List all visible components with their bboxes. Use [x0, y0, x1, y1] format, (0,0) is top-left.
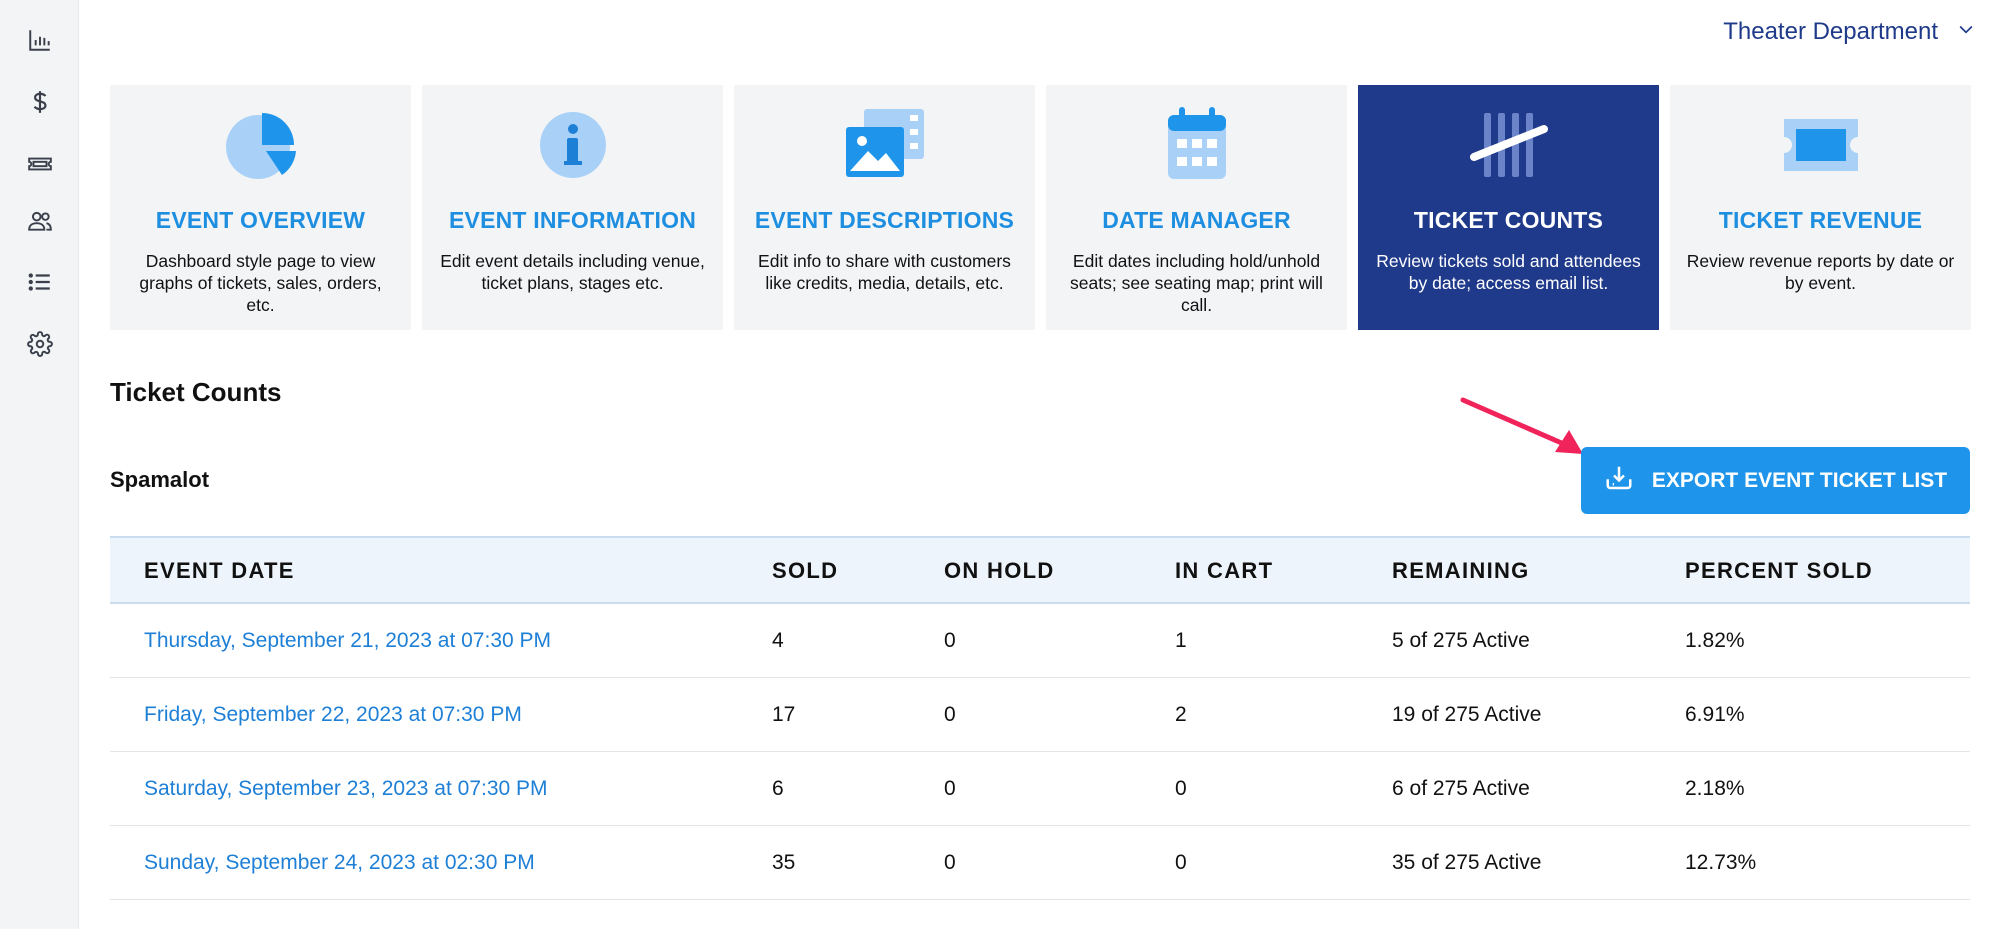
card-description: Review revenue reports by date or by eve… — [1686, 251, 1955, 293]
bar-chart-icon[interactable] — [24, 24, 56, 56]
card-title: TICKET REVENUE — [1718, 207, 1923, 233]
percent-sold-cell: 2.18% — [1685, 777, 1745, 800]
in-cart-cell: 0 — [1175, 777, 1187, 800]
col-header-percent-sold[interactable]: PERCENT SOLD — [1685, 558, 1873, 583]
card-description: Edit event details including venue, tick… — [440, 251, 705, 293]
card-description: Review tickets sold and attendees by dat… — [1376, 251, 1641, 293]
card-description: Dashboard style page to view graphs of t… — [139, 251, 382, 315]
event-date-link[interactable]: Thursday, September 21, 2023 at 07:30 PM — [144, 629, 552, 652]
remaining-cell: 5 of 275 Active — [1392, 629, 1530, 652]
card-description: Edit dates including hold/unhold seats; … — [1070, 251, 1323, 315]
on-hold-cell: 0 — [944, 777, 956, 800]
export-event-ticket-list-button[interactable]: EXPORT EVENT TICKET LIST — [1581, 447, 1970, 514]
sold-cell: 35 — [772, 851, 796, 874]
department-selector[interactable]: Theater Department — [1723, 18, 1976, 46]
card-ticket-counts[interactable]: TICKET COUNTS Review tickets sold and at… — [1358, 85, 1659, 330]
ticket-icon[interactable] — [24, 148, 56, 180]
percent-sold-cell: 6.91% — [1685, 703, 1745, 726]
ticket-counts-table: EVENT DATE SOLD ON HOLD IN CART REMAININ… — [110, 536, 1970, 900]
users-icon[interactable] — [24, 205, 56, 237]
on-hold-cell: 0 — [944, 629, 956, 652]
chevron-down-icon — [1956, 18, 1976, 46]
info-icon — [422, 105, 723, 185]
card-event-overview[interactable]: EVENT OVERVIEW Dashboard style page to v… — [110, 85, 411, 330]
card-title: EVENT DESCRIPTIONS — [754, 207, 1015, 233]
section-cards: EVENT OVERVIEW Dashboard style page to v… — [110, 85, 1971, 330]
ticket-icon — [1670, 105, 1971, 185]
card-description: Edit info to share with customers like c… — [758, 251, 1011, 293]
on-hold-cell: 0 — [944, 703, 956, 726]
event-date-link[interactable]: Saturday, September 23, 2023 at 07:30 PM — [144, 777, 548, 800]
col-header-event-date[interactable]: EVENT DATE — [144, 558, 295, 583]
card-title: EVENT OVERVIEW — [155, 207, 366, 233]
col-header-on-hold[interactable]: ON HOLD — [944, 558, 1055, 583]
table-row: Saturday, September 23, 2023 at 07:30 PM… — [110, 752, 1970, 826]
sold-cell: 6 — [772, 777, 784, 800]
sidebar — [0, 0, 79, 929]
on-hold-cell: 0 — [944, 851, 956, 874]
in-cart-cell: 0 — [1175, 851, 1187, 874]
col-header-sold[interactable]: SOLD — [772, 558, 839, 583]
download-icon — [1604, 463, 1634, 499]
export-label: EXPORT EVENT TICKET LIST — [1651, 468, 1948, 492]
remaining-cell: 19 of 275 Active — [1392, 703, 1542, 726]
gear-icon[interactable] — [24, 328, 56, 360]
table-row: Friday, September 22, 2023 at 07:30 PM 1… — [110, 678, 1970, 752]
in-cart-cell: 2 — [1175, 703, 1187, 726]
remaining-cell: 6 of 275 Active — [1392, 777, 1530, 800]
card-event-information[interactable]: EVENT INFORMATION Edit event details inc… — [422, 85, 723, 330]
col-header-in-cart[interactable]: IN CART — [1175, 558, 1274, 583]
page-title: Ticket Counts — [110, 377, 282, 407]
list-icon[interactable] — [24, 266, 56, 298]
card-date-manager[interactable]: DATE MANAGER Edit dates including hold/u… — [1046, 85, 1347, 330]
event-date-link[interactable]: Friday, September 22, 2023 at 07:30 PM — [144, 703, 522, 726]
event-date-link[interactable]: Sunday, September 24, 2023 at 02:30 PM — [144, 851, 535, 874]
event-name: Spamalot — [110, 467, 210, 492]
card-event-descriptions[interactable]: EVENT DESCRIPTIONS Edit info to share wi… — [734, 85, 1035, 330]
in-cart-cell: 1 — [1175, 629, 1187, 652]
table-row: Sunday, September 24, 2023 at 02:30 PM 3… — [110, 826, 1970, 900]
card-title: DATE MANAGER — [1102, 207, 1291, 233]
sold-cell: 17 — [772, 703, 796, 726]
remaining-cell: 35 of 275 Active — [1392, 851, 1542, 874]
table-header: EVENT DATE SOLD ON HOLD IN CART REMAININ… — [110, 536, 1970, 604]
department-label: Theater Department — [1723, 18, 1938, 45]
media-icon — [734, 105, 1035, 185]
card-title: TICKET COUNTS — [1413, 207, 1604, 233]
percent-sold-cell: 12.73% — [1685, 851, 1757, 874]
card-ticket-revenue[interactable]: TICKET REVENUE Review revenue reports by… — [1670, 85, 1971, 330]
col-header-remaining[interactable]: REMAINING — [1392, 558, 1530, 583]
annotation-arrow-icon — [1460, 397, 1583, 454]
calendar-icon — [1046, 105, 1347, 185]
pie-chart-icon — [110, 105, 411, 185]
table-row: Thursday, September 21, 2023 at 07:30 PM… — [110, 604, 1970, 678]
card-title: EVENT INFORMATION — [448, 207, 697, 233]
dollar-icon[interactable] — [24, 86, 56, 118]
percent-sold-cell: 1.82% — [1685, 629, 1745, 652]
sold-cell: 4 — [772, 629, 784, 652]
tally-icon — [1358, 105, 1659, 185]
